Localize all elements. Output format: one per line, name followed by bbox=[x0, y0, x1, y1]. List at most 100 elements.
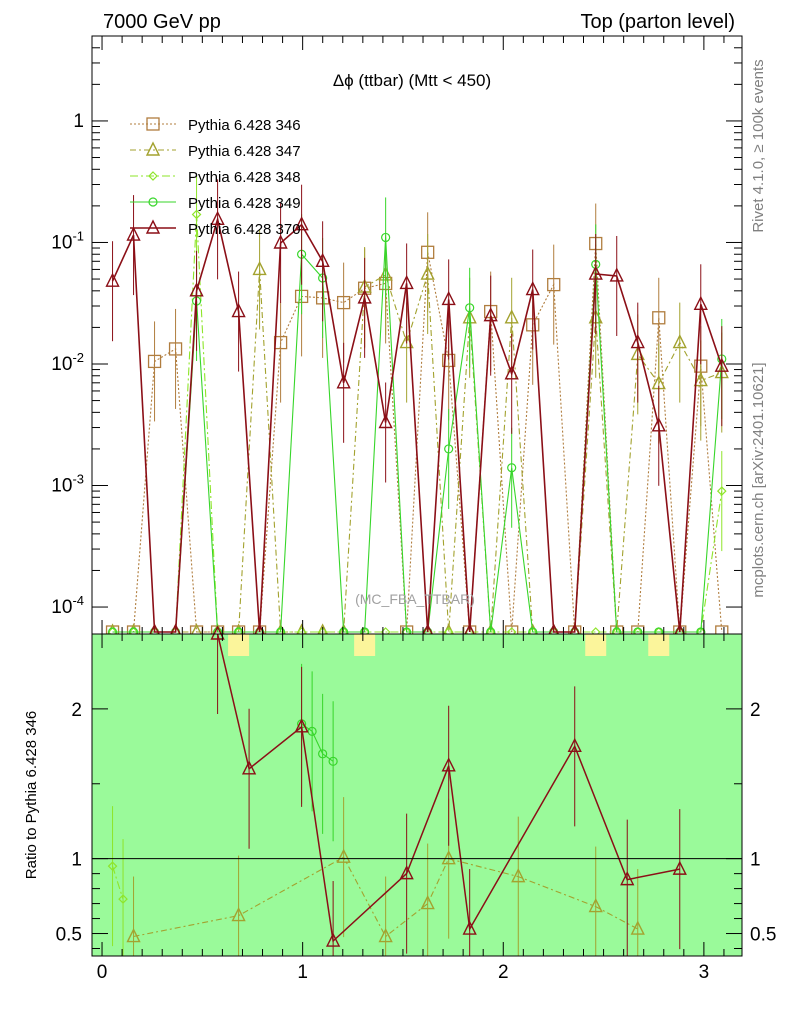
data-point bbox=[609, 267, 624, 282]
series-4 bbox=[105, 179, 729, 638]
data-point bbox=[525, 280, 540, 296]
main-panel: Δϕ (ttbar) (Mtt < 450) (MC_FBA_TTBAR) Py… bbox=[51, 35, 743, 639]
legend: Pythia 6.428 346 Pythia 6.428 347 Pythia 6… bbox=[130, 117, 301, 238]
main-marks bbox=[105, 174, 729, 639]
ratio-line bbox=[301, 723, 334, 762]
legend-marker bbox=[148, 171, 158, 181]
data-point bbox=[420, 265, 435, 280]
data-point bbox=[336, 374, 351, 389]
ratio-point bbox=[126, 927, 141, 943]
ratio-point bbox=[511, 868, 526, 883]
ratio-point bbox=[420, 895, 435, 910]
data-point bbox=[483, 307, 498, 322]
y-tick-label: 1 bbox=[73, 111, 84, 132]
ratio-tick-label: 0.5 bbox=[56, 925, 82, 946]
data-point bbox=[315, 252, 330, 267]
data-point bbox=[168, 342, 183, 356]
ratio-point bbox=[325, 932, 341, 947]
ratio-point bbox=[462, 920, 477, 935]
ratio-axis-label: Ratio to Pythia 6.428 346 bbox=[23, 711, 40, 879]
x-tick-label: 0 bbox=[97, 962, 108, 983]
ratio-panel: 0.5 0.5 1 1 2 2 0 1 2 3 Ratio to Pythia 6.428 346 bbox=[23, 625, 776, 983]
energy-label: 7000 GeV pp bbox=[103, 11, 221, 33]
ratio-tick-label: 2 bbox=[71, 700, 82, 721]
data-point bbox=[294, 216, 309, 231]
ratio-point bbox=[620, 871, 635, 886]
data-point bbox=[252, 260, 267, 276]
yellow-band bbox=[585, 634, 607, 656]
series-line bbox=[112, 243, 723, 633]
ratio-tick-label-right: 2 bbox=[750, 700, 761, 721]
data-point bbox=[126, 226, 141, 241]
ratio-point bbox=[672, 860, 687, 875]
data-point bbox=[357, 289, 372, 304]
legend-label: Pythia 6.428 349 bbox=[188, 195, 301, 212]
ratio-point bbox=[441, 850, 456, 865]
data-point bbox=[507, 463, 517, 473]
yellow-band bbox=[648, 634, 670, 656]
data-point bbox=[231, 303, 246, 318]
data-point bbox=[672, 334, 687, 349]
data-point bbox=[504, 365, 519, 380]
ratio-point bbox=[399, 865, 414, 880]
x-tick-label: 3 bbox=[699, 962, 710, 983]
legend-marker bbox=[146, 117, 160, 131]
data-point bbox=[381, 232, 391, 243]
ratio-point bbox=[588, 898, 603, 913]
ratio-point bbox=[241, 760, 257, 775]
ratio-tick-label-right: 0.5 bbox=[750, 925, 776, 946]
ratio-marks bbox=[92, 625, 742, 956]
data-point bbox=[399, 274, 414, 290]
legend-marker bbox=[148, 197, 158, 207]
data-point bbox=[651, 417, 666, 432]
ratio-point bbox=[441, 757, 456, 772]
data-point bbox=[652, 311, 666, 325]
ratio-point bbox=[210, 625, 225, 640]
mcplots-label: mcplots.cern.ch [arXiv:2401.10621] bbox=[750, 362, 767, 597]
ratio-point bbox=[231, 906, 246, 922]
data-point bbox=[693, 295, 708, 310]
ratio-series-4 bbox=[210, 625, 687, 956]
ratio-line bbox=[133, 856, 639, 938]
ratio-point bbox=[328, 756, 338, 766]
ratio-axes: 0.5 0.5 1 1 2 2 0 1 2 3 bbox=[56, 633, 776, 983]
y-tick-label: 10-4 bbox=[51, 593, 84, 618]
data-point bbox=[191, 209, 202, 220]
ratio-point bbox=[294, 718, 309, 733]
yellow-band bbox=[228, 634, 250, 656]
legend-label: Pythia 6.428 348 bbox=[188, 169, 301, 186]
data-point bbox=[336, 295, 351, 310]
data-point bbox=[547, 277, 561, 292]
data-point bbox=[210, 210, 225, 226]
legend-label: Pythia 6.428 370 bbox=[188, 221, 301, 238]
analysis-watermark: (MC_FBA_TTBAR) bbox=[355, 591, 475, 607]
ratio-point bbox=[318, 749, 328, 759]
ratio-series-1 bbox=[126, 797, 645, 956]
series-line bbox=[111, 216, 723, 633]
data-point bbox=[105, 272, 120, 287]
data-point bbox=[714, 357, 729, 372]
ratio-frame bbox=[91, 633, 743, 957]
process-label: Top (parton level) bbox=[580, 11, 735, 33]
series-2 bbox=[107, 174, 727, 637]
data-point bbox=[588, 265, 603, 280]
ratio-point bbox=[567, 737, 582, 753]
data-point bbox=[189, 282, 204, 297]
data-point bbox=[465, 303, 475, 313]
legend-marker bbox=[145, 141, 161, 156]
ratio-point bbox=[118, 894, 128, 904]
y-tick-label: 10-3 bbox=[51, 472, 84, 497]
data-point bbox=[693, 372, 708, 387]
x-tick-label: 2 bbox=[498, 962, 509, 983]
x-tick-label: 1 bbox=[297, 962, 308, 983]
plot-title: Δϕ (ttbar) (Mtt < 450) bbox=[333, 71, 491, 90]
ratio-line bbox=[216, 633, 680, 943]
data-point bbox=[716, 486, 727, 496]
green-band bbox=[92, 634, 742, 956]
ratio-point bbox=[630, 920, 645, 935]
data-point bbox=[441, 290, 456, 306]
data-point bbox=[147, 354, 162, 369]
data-point bbox=[273, 234, 288, 249]
